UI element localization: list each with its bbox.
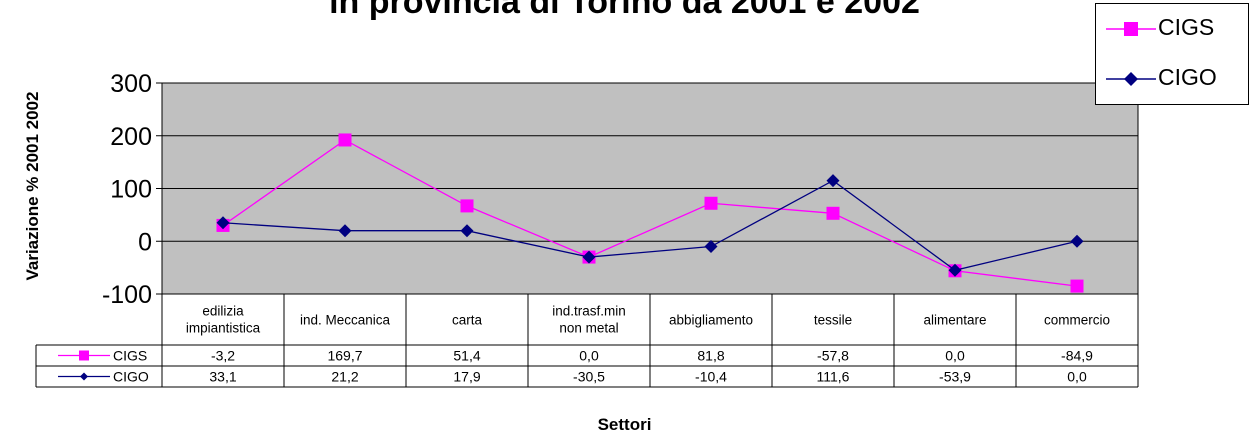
table-value-cigo: -30,5 (573, 369, 605, 385)
legend: CIGS CIGO (1095, 3, 1249, 105)
y-tick-label: 100 (110, 176, 152, 204)
category-label: edilizia (202, 304, 244, 319)
legend-item-cigs: CIGS (1096, 4, 1249, 54)
category-label: non metal (559, 321, 618, 336)
category-label: impiantistica (186, 321, 261, 336)
point-cigs (826, 206, 840, 220)
point-cigo (948, 263, 962, 277)
table-value-cigo: 111,6 (817, 369, 850, 385)
chart-title: in provincia di Torino da 2001 e 2002 (329, 0, 920, 21)
point-cigo (338, 224, 352, 238)
y-tick-label: -100 (102, 281, 152, 309)
table-value-cigo: 17,9 (453, 369, 480, 385)
category-label: commercio (1044, 313, 1110, 328)
point-cigo (460, 224, 474, 238)
table-value-cigs: 0,0 (945, 348, 965, 364)
table-value-cigs: -3,2 (211, 348, 235, 364)
table-value-cigs: 0,0 (579, 348, 599, 364)
table-value-cigs: -57,8 (817, 348, 849, 364)
point-cigo (582, 250, 596, 264)
category-label: ind.trasf.min (552, 304, 626, 319)
table-value-cigo: 21,2 (331, 369, 358, 385)
category-label: alimentare (923, 313, 986, 328)
table-value-cigo: -53,9 (939, 369, 971, 385)
table-value-cigs: 81,8 (697, 348, 724, 364)
y-tick-label: 0 (138, 228, 152, 256)
x-axis-label: Settori (597, 415, 652, 434)
category-label: tessile (814, 313, 852, 328)
table-value-cigo: -10,4 (695, 369, 727, 385)
table-key-marker-cigo (80, 372, 88, 381)
series-line-cigs (222, 139, 1078, 287)
legend-item-cigo: CIGO (1096, 54, 1249, 104)
legend-label-cigo: CIGO (1158, 64, 1217, 90)
table-value-cigs: 51,4 (453, 348, 480, 364)
point-cigs (338, 133, 352, 147)
legend-marker-cigs (1106, 22, 1156, 36)
table-value-cigo: 33,1 (209, 369, 236, 385)
legend-marker-cigo (1106, 72, 1156, 86)
table-series-label-cigo: CIGO (113, 369, 149, 385)
table-series-label-cigs: CIGS (113, 348, 147, 364)
category-label: carta (452, 313, 483, 328)
category-label: abbigliamento (669, 313, 753, 328)
table-value-cigs: -84,9 (1061, 348, 1093, 364)
point-cigs (1070, 279, 1084, 293)
point-cigs (704, 196, 718, 210)
point-cigs (460, 199, 474, 213)
table-value-cigo: 0,0 (1067, 369, 1087, 385)
y-tick-label: 200 (110, 123, 152, 151)
table-value-cigs: 169,7 (327, 348, 362, 364)
point-cigo (826, 174, 840, 188)
point-cigo (1070, 234, 1084, 248)
series-line-cigo (222, 179, 1078, 271)
point-cigo (704, 240, 718, 254)
point-cigo (216, 216, 230, 230)
y-tick-label: 300 (110, 70, 152, 98)
legend-label-cigs: CIGS (1158, 14, 1215, 40)
category-label: ind. Meccanica (300, 313, 391, 328)
table-key-marker-cigs (79, 350, 89, 361)
